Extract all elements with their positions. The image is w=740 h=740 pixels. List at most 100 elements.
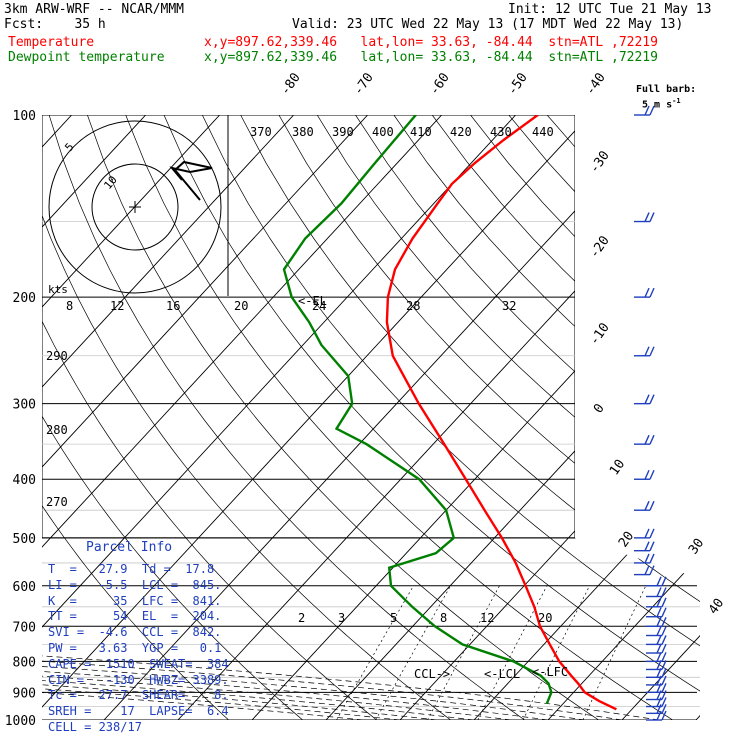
temperature-label-0: 0 — [591, 401, 608, 416]
model-title: 3km ARW-WRF -- NCAR/MMM — [4, 2, 185, 17]
hodo-scale-label-12: 12 — [110, 299, 124, 313]
temperature-label--60: -60 — [427, 70, 453, 98]
isotherm--30 — [177, 115, 700, 720]
ccl-marker: CCL-> — [414, 667, 450, 681]
el-marker: <-EL — [298, 294, 327, 308]
mixing-ratio-8 — [477, 585, 548, 720]
parcel-info-line: SVI = -4.6 CCL = 842. — [48, 625, 222, 640]
pressure-label-600: 600 — [13, 580, 36, 595]
parcel-info-line: T = 27.9 Td = 17.8 — [48, 562, 215, 576]
series-temperature-line — [385, 115, 617, 711]
hodo-scale-label-24: 24 — [312, 299, 326, 313]
parcel-info-line: SREH = 17 LAPSE= 6.4 — [48, 704, 229, 719]
mixing-ratio-label-8: 8 — [440, 611, 447, 625]
isotherm--60 — [42, 115, 516, 720]
hodo-scale-label-8: 8 — [66, 299, 73, 313]
pressure-label-100: 100 — [13, 109, 36, 124]
theta-label-6: 430 — [490, 125, 512, 139]
wind-barb-675 — [646, 607, 667, 618]
dry-adiabat-430 — [585, 115, 700, 720]
temperature-label--20: -20 — [587, 233, 613, 261]
isotherm--90 — [42, 115, 294, 720]
parcel-info-line: CIN = -130 HWBZ= 3389. — [48, 672, 229, 687]
hodo-ring-inner — [91, 163, 179, 251]
dewpoint-station-info: x,y=897.62,339.46 lat,lon= 33.63, -84.44… — [204, 50, 658, 65]
isotherm-0 — [399, 115, 700, 720]
dry-adiabat-310 — [125, 115, 673, 720]
parcel-info-line: LI = -5.5 LCL = 845. — [48, 577, 222, 592]
mixing-ratio-12 — [522, 585, 590, 720]
wind-barb-300 — [634, 394, 655, 405]
dry-adiabat-270 — [42, 115, 377, 720]
dry-adiabat-460 — [700, 115, 740, 720]
hodo-scale-label-28: 28 — [406, 299, 420, 313]
wind-barb-600 — [646, 576, 667, 587]
valid-time: Valid: 23 UTC Wed 22 May 13 (17 MDT Wed … — [292, 17, 684, 32]
mixing-ratio-2 — [336, 585, 414, 720]
dry-adiabat-300 — [87, 115, 599, 720]
theta-label-8: 290 — [46, 349, 68, 363]
mixing-ratio-label-5: 5 — [390, 611, 397, 625]
wind-barb-150 — [634, 212, 655, 223]
isotherm--110 — [42, 115, 146, 720]
dry-adiabat-280 — [42, 115, 451, 720]
init-time: Init: 12 UTC Tue 21 May 13 — [508, 2, 712, 17]
mixing-ratio-label-12: 12 — [480, 611, 494, 625]
dry-adiabat-350 — [278, 115, 700, 720]
mixing-ratio-20 — [582, 585, 647, 720]
legend-temperature: Temperature — [8, 35, 95, 50]
mixing-ratio-label-20: 20 — [538, 611, 552, 625]
mixing-ratio-3 — [375, 585, 451, 720]
wind-barb-550 — [634, 553, 655, 564]
temperature-label-40: 40 — [706, 596, 727, 617]
temperature-label--50: -50 — [505, 70, 531, 98]
wind-barbs — [634, 105, 667, 721]
wind-barb-575 — [634, 565, 655, 576]
temperature-label--80: -80 — [278, 70, 304, 98]
theta-label-0: 370 — [250, 125, 272, 139]
pressure-label-900: 900 — [13, 686, 36, 701]
moist-adiabat-15 — [42, 296, 512, 720]
isotherm--40 — [103, 115, 664, 720]
wind-barb-800 — [646, 652, 667, 663]
theta-label-9: 280 — [46, 423, 68, 437]
temperature-label-20: 20 — [616, 529, 637, 550]
dry-adiabat-420 — [546, 115, 700, 720]
wind-barb-650 — [646, 597, 667, 608]
temperature-station-info: x,y=897.62,339.46 lat,lon= 33.63, -84.44… — [204, 35, 658, 50]
wind-barb-200 — [634, 287, 655, 298]
parcel-info-line: CAPE = 1510 SWEAT= 384 — [48, 656, 229, 671]
dry-adiabat-410 — [508, 115, 700, 720]
forecast-hour: Fcst: 35 h — [4, 17, 106, 32]
theta-label-5: 420 — [450, 125, 472, 139]
wind-barb-725 — [646, 626, 667, 637]
lfc-marker: <-LFC — [532, 665, 568, 679]
dry-adiabat-450 — [661, 115, 700, 720]
pressure-label-200: 200 — [13, 291, 36, 306]
dry-adiabat-390 — [431, 115, 700, 720]
moist-adiabat-25 — [42, 296, 586, 720]
wind-barb-750 — [646, 635, 667, 646]
hodo-ring-outer — [48, 120, 222, 294]
temperature-label--70: -70 — [351, 70, 377, 98]
parcel-info-line: PW = 3.63 YGP = 0.1 — [48, 641, 222, 655]
hodo-scale-label-20: 20 — [234, 299, 248, 313]
pressure-label-700: 700 — [13, 620, 36, 635]
wind-barb-625 — [646, 587, 667, 598]
theta-label-7: 440 — [532, 125, 554, 139]
series-layer — [282, 115, 617, 711]
wind-barb-525 — [634, 541, 655, 552]
dry-adiabat-320 — [163, 115, 700, 720]
mixing-ratio-5 — [427, 585, 500, 720]
dry-adiabat-440 — [623, 115, 700, 720]
hodo-scale-label-32: 32 — [502, 299, 516, 313]
parcel-info-line: CELL = 238/17 — [48, 720, 142, 734]
wind-barb-100 — [634, 105, 655, 116]
isotherm-40 — [695, 115, 700, 720]
theta-label-10: 270 — [46, 495, 68, 509]
dry-adiabat-290 — [48, 115, 525, 720]
dry-adiabat-260 — [42, 115, 303, 720]
mixing-ratio-label-2: 2 — [298, 611, 305, 625]
hodograph-kts-label: kts — [48, 283, 68, 296]
